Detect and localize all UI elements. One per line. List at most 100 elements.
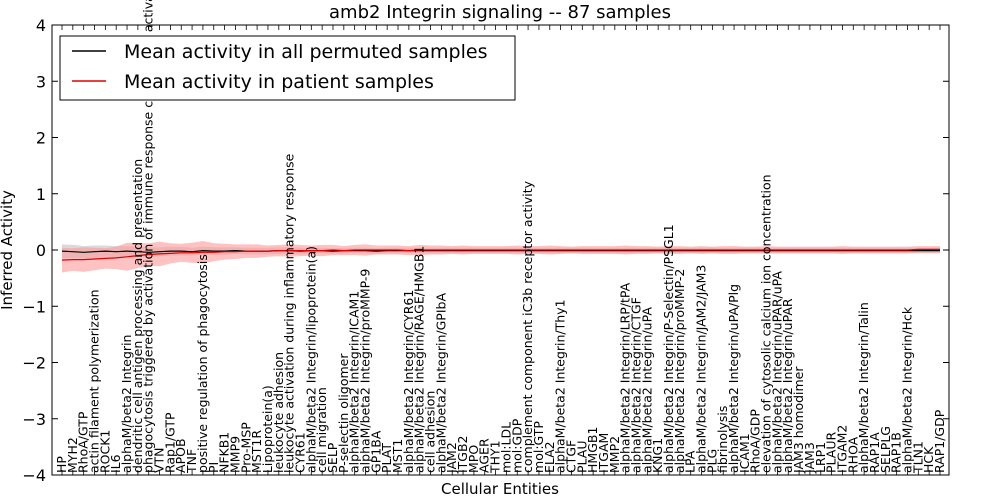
- x-tick-label: mol:LDL: [498, 422, 513, 473]
- x-tick-label: Lipoprotein(a): [260, 385, 275, 473]
- x-tick-label: NFKB1: [217, 432, 232, 473]
- line-series-1: [61, 248, 940, 261]
- x-tick-label: alphaM/beta2 Integrin/Hck: [900, 306, 915, 473]
- x-tick-label: Rap1/GTP: [162, 412, 177, 473]
- legend-box: [59, 35, 516, 101]
- x-tick-label: alphaM/beta2 Integrin: [119, 335, 134, 473]
- x-tick-label: mol:GTP: [531, 421, 546, 473]
- x-tick-label: complement component iC3b receptor activ…: [520, 180, 535, 473]
- x-tick-label: MMP9: [227, 436, 242, 473]
- x-tick-label: ITGAM: [596, 433, 611, 473]
- x-tick-label: RAP1A: [867, 432, 882, 473]
- x-tick-label: HMGB1: [585, 427, 600, 473]
- y-tick-label: 4: [36, 16, 46, 35]
- x-tick-label: actin filament polymerization: [87, 289, 102, 473]
- y-tick-label: −4: [22, 466, 46, 485]
- x-tick-label: alphaM/beta2 Integrin/CTGF: [629, 297, 644, 473]
- x-tick-label: alphaM/beta2 Integrin/Thy1: [553, 299, 568, 473]
- x-tick-label: THY1: [488, 440, 503, 474]
- x-tick-label: cell adhesion: [423, 391, 438, 473]
- x-tick-label: RhoA/GDP: [748, 409, 763, 473]
- x-tick-label: JAM2: [444, 442, 459, 474]
- plot-frame: [51, 24, 950, 476]
- x-tick-label: alphaM/beta2 Integrin/ICAM1: [347, 291, 362, 473]
- legend-label-permuted: Mean activity in all permuted samples: [124, 41, 487, 63]
- x-tick-label: PLAU: [574, 441, 589, 474]
- x-tick-label: TLN1: [910, 441, 925, 474]
- y-tick-label: 3: [36, 72, 46, 91]
- x-tick-label: MYH2: [65, 437, 80, 473]
- x-tick-label: ELA2: [542, 441, 557, 473]
- x-tick-label: alphaM/beta2 Integrin/P-Selectin/PSGL1: [661, 224, 676, 473]
- x-tick-label: GP1BA: [368, 430, 383, 473]
- x-tick-label: MPO: [466, 445, 481, 473]
- x-tick-label: alphaM/beta2 Integrin/lipoprotein(a): [303, 246, 318, 473]
- y-tick-label: −3: [22, 410, 46, 429]
- x-tick-label: positive regulation of phagocytosis: [195, 254, 210, 473]
- y-axis-label: Inferred Activity: [0, 190, 16, 310]
- x-tick-label: alphaM/beta2 Integrin/uPAR: [780, 298, 795, 473]
- x-tick-label: JAM3: [802, 442, 817, 474]
- x-tick-label: elevation of cytosolic calcium ion conce…: [759, 174, 774, 473]
- x-tick-label: KNG1: [650, 438, 665, 473]
- x-tick-label: fibrinolysis: [715, 406, 730, 473]
- y-tick-label: 2: [36, 129, 46, 148]
- x-tick-label: HCK: [921, 446, 936, 473]
- x-tick-label: phagocytosis triggered by activation of …: [141, 0, 156, 473]
- x-tick-label: APOB: [173, 438, 188, 473]
- y-tick-label: −1: [22, 297, 46, 316]
- x-tick-label: alphaM/beta2 Integrin/GPIbA: [433, 293, 448, 473]
- x-tick-label: HP: [54, 456, 69, 473]
- x-tick-label: RAP1B: [889, 432, 904, 473]
- x-tick-label: PLAUR: [824, 432, 839, 473]
- x-tick-label: PLG: [704, 449, 719, 473]
- y-tick-label: −2: [22, 354, 46, 373]
- x-tick-label: IL6: [108, 454, 123, 473]
- x-tick-label: alphaM/beta2 Integrin/RAGE/HMGB1: [412, 246, 427, 473]
- x-tick-label: leukocyte activation during inflammatory…: [282, 153, 297, 473]
- x-tick-label: PLAT: [379, 443, 394, 473]
- x-tick-label: CTGF: [564, 440, 579, 473]
- x-tick-label: P-selectin oligomer: [336, 353, 351, 473]
- x-tick-label: TNF: [184, 449, 199, 474]
- x-axis-label: Cellular Entities: [441, 480, 559, 498]
- x-tick-label: ICAM1: [737, 433, 752, 473]
- x-tick-label: RAP1/GDP: [932, 409, 947, 473]
- x-tick-label: ITGB2: [455, 435, 470, 473]
- x-tick-label: alphaM/beta2 Integrin/uPA/Plg: [726, 284, 741, 473]
- x-tick-label: cell migration: [314, 387, 329, 473]
- x-tick-label: alphaM/beta2 Integrin/proMMP-9: [358, 269, 373, 473]
- x-tick-label: SELP: [325, 442, 340, 473]
- x-tick-label: dendritic cell antigen processing and pr…: [130, 159, 145, 473]
- y-tick-label: 1: [36, 185, 46, 204]
- x-tick-label: alphaM/beta2 Integrin/CYR61: [401, 290, 416, 473]
- x-tick-label: alphaM/beta2 Integrin/LRP/tPA: [618, 282, 633, 473]
- x-tick-label: MST1: [390, 439, 405, 473]
- x-tick-label: alphaM/beta2 Integrin/proMMP-2: [672, 269, 687, 473]
- band-series-1: [62, 241, 940, 273]
- chart-title: amb2 Integrin signaling -- 87 samples: [329, 2, 671, 23]
- y-tick-label: 0: [36, 241, 46, 260]
- legend-label-patient: Mean activity in patient samples: [124, 71, 434, 93]
- x-tick-label: LPA: [683, 450, 698, 473]
- x-tick-label: MST1R: [249, 430, 264, 473]
- x-tick-label: CYR61: [293, 432, 308, 473]
- x-tick-label: leukocyte adhesion: [271, 352, 286, 473]
- x-tick-label: alphaM/beta2 Integrin/Talin: [856, 302, 871, 473]
- x-tick-label: PI: [206, 462, 221, 473]
- x-tick-label: alphaM/beta2 Integrin/uPAR/uPA: [769, 271, 784, 473]
- x-tick-label: JAM3 homodimer: [791, 366, 806, 474]
- x-tick-label: mol:GDP: [509, 418, 524, 473]
- x-tick-label: MMP2: [607, 436, 622, 473]
- x-tick-label: AGER: [477, 438, 492, 473]
- x-tick-label: alphaM/beta2 Integrin/uPA: [639, 307, 654, 473]
- legend: Mean activity in all permuted samples Me…: [59, 35, 516, 101]
- x-tick-label: SELPLG: [878, 426, 893, 473]
- x-tick-label: VTN: [152, 447, 167, 473]
- x-tick-label: ROCK1: [97, 430, 112, 473]
- x-tick-label: alphaM/beta2 Integrin/JAM2/JAM3: [694, 265, 709, 473]
- x-tick-label: RHOA: [845, 436, 860, 473]
- x-tick-label: ITGAM2: [834, 425, 849, 473]
